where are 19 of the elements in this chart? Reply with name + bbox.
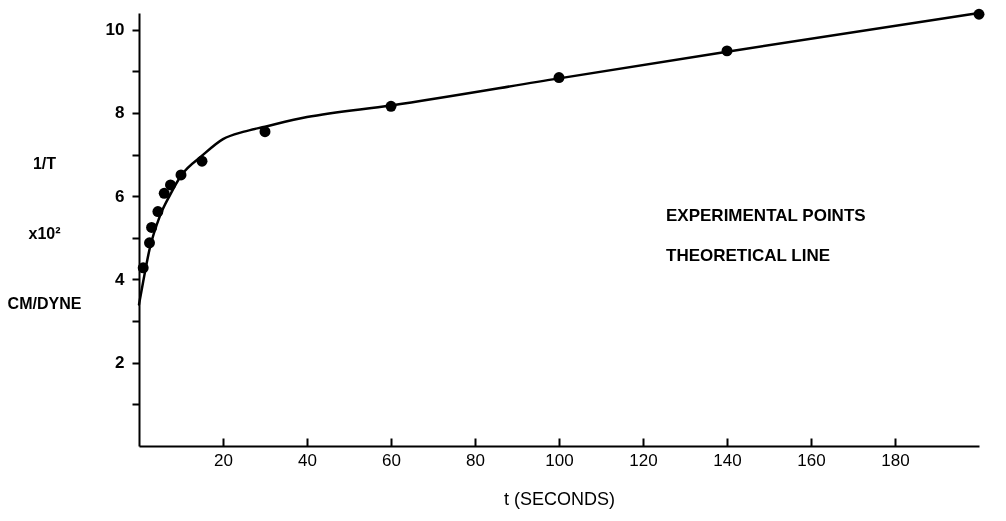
x-tick-label: 100 [545, 450, 574, 470]
y-tick-label: 10 [105, 20, 125, 40]
x-tick-label: 40 [298, 450, 317, 470]
x-tick-label: 140 [713, 450, 742, 470]
x-axis-title: t (SECONDS) [503, 488, 616, 509]
point [158, 187, 170, 199]
x-tick-label: 120 [629, 450, 658, 470]
text: 1/T x10² CM/DYNE [7, 154, 82, 312]
x-tick-label: 160 [797, 450, 826, 470]
y-tick-label: 6 [115, 186, 125, 206]
x-tick-label: 80 [466, 450, 485, 470]
y-tick-label: 8 [115, 103, 125, 123]
annotation: THEORETICAL LINE [666, 246, 831, 265]
x-tick-label: 60 [382, 450, 401, 470]
y-tick-label: 4 [115, 269, 126, 289]
annotation: EXPERIMENTAL POINTS [666, 206, 866, 225]
y-tick-label: 2 [115, 353, 125, 373]
x-tick-label: 180 [881, 450, 910, 470]
x-tick-label: 20 [214, 450, 233, 470]
